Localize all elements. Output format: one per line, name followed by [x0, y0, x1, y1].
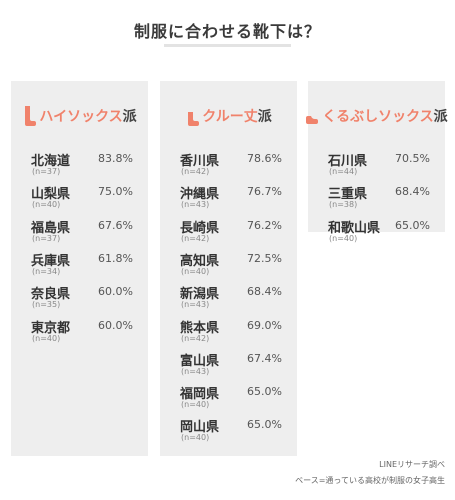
table-row: 石川県 (n=44) 70.5%: [328, 150, 430, 180]
sample-size: (n=40): [181, 433, 210, 443]
percentage-value: 65.0%: [395, 218, 430, 232]
ankle-sock-icon: [305, 106, 319, 126]
prefecture-name: 新潟県: [180, 287, 220, 303]
percentage-value: 76.7%: [247, 185, 282, 199]
prefecture-name: 富山県: [180, 353, 220, 369]
table-row: 熊本県 (n=42) 69.0%: [180, 317, 282, 347]
table-row: 岡山県 (n=40) 65.0%: [180, 416, 282, 446]
group-label: ハイソックス: [39, 109, 123, 125]
percentage-value: 65.0%: [247, 385, 282, 399]
group-panel-high-socks: ハイソックス 派 北海道 (n=37) 83.8% 山梨県 (n=40) 75.0% 福島県…: [11, 81, 148, 456]
group-label: クルー丈: [202, 109, 258, 125]
sample-size: (n=40): [32, 200, 61, 210]
group-header-ankle-socks: くるぶしソックス 派: [305, 105, 448, 127]
prefecture-name: 山梨県: [31, 187, 71, 203]
high-sock-icon: [22, 106, 37, 126]
prefecture-name: 沖縄県: [180, 187, 220, 203]
group-panel-crew-socks: クルー丈 派 香川県 (n=42) 78.6% 沖縄県 (n=43) 76.7% 長崎県 (n…: [160, 81, 297, 456]
group-label-suffix: 派: [122, 109, 137, 125]
table-row: 高知県 (n=40) 72.5%: [180, 250, 282, 280]
percentage-value: 83.8%: [98, 152, 133, 165]
table-row: 香川県 (n=42) 78.6%: [180, 150, 282, 180]
percentage-value: 68.4%: [395, 185, 430, 199]
percentage-value: 75.0%: [98, 185, 133, 199]
sample-size: (n=40): [32, 333, 61, 343]
percentage-value: 69.0%: [247, 318, 282, 332]
sample-size: (n=43): [181, 366, 210, 376]
sample-size: (n=42): [181, 333, 210, 343]
sample-size: (n=37): [32, 167, 61, 176]
prefecture-name: 岡山県: [180, 420, 220, 436]
prefecture-name: 北海道: [31, 154, 71, 169]
prefecture-name: 長崎県: [180, 220, 220, 236]
sample-size: (n=37): [32, 233, 61, 243]
sample-size: (n=40): [329, 233, 358, 243]
table-row: 新潟県 (n=43) 68.4%: [180, 283, 282, 313]
table-row: 富山県 (n=43) 67.4%: [180, 350, 282, 380]
sample-size: (n=40): [181, 266, 210, 276]
sample-size: (n=34): [32, 266, 61, 276]
table-row: 東京都 (n=40) 60.0%: [31, 317, 133, 347]
percentage-value: 76.2%: [247, 218, 282, 232]
percentage-value: 78.6%: [247, 152, 282, 165]
percentage-value: 70.5%: [395, 152, 430, 165]
sample-size: (n=40): [181, 400, 210, 410]
sample-size: (n=35): [32, 300, 61, 310]
sample-size: (n=42): [181, 167, 210, 176]
prefecture-name: 福岡県: [180, 387, 220, 403]
table-row: 奈良県 (n=35) 60.0%: [31, 283, 133, 313]
crew-sock-icon: [185, 106, 200, 126]
percentage-value: 67.6%: [98, 218, 133, 232]
percentage-value: 68.4%: [247, 285, 282, 299]
table-row: 山梨県 (n=40) 75.0%: [31, 183, 133, 213]
percentage-value: 72.5%: [247, 251, 282, 265]
table-row: 三重県 (n=38) 68.4%: [328, 183, 430, 213]
table-row: 和歌山県 (n=40) 65.0%: [328, 217, 430, 247]
prefecture-name: 三重県: [328, 187, 368, 203]
prefecture-name: 兵庫県: [31, 253, 71, 269]
title-underline: [164, 44, 291, 47]
percentage-value: 61.8%: [98, 251, 133, 265]
chart-title: 制服に合わせる靴下は？: [133, 22, 321, 41]
sample-size: (n=42): [181, 233, 210, 243]
group-label-suffix: 派: [257, 109, 272, 125]
table-row: 福島県 (n=37) 67.6%: [31, 217, 133, 247]
sample-size: (n=43): [181, 300, 210, 310]
group-panel-ankle-socks: くるぶしソックス 派 石川県 (n=44) 70.5% 三重県 (n=38) 68.4% 和…: [305, 81, 448, 243]
percentage-value: 67.4%: [247, 351, 282, 365]
sample-size: (n=44): [329, 167, 358, 176]
prefecture-name: 石川県: [328, 154, 368, 169]
group-label: くるぶしソックス: [322, 109, 434, 125]
prefecture-name: 東京都: [31, 320, 71, 336]
table-row: 長崎県 (n=42) 76.2%: [180, 217, 282, 247]
sample-size: (n=43): [181, 200, 210, 210]
prefecture-name: 熊本県: [180, 320, 220, 336]
sample-size: (n=38): [329, 200, 358, 210]
source-base-note: ベース=通っている高校が制服の女子高生: [295, 476, 445, 485]
source-credit: LINEリサーチ調べ: [379, 460, 445, 469]
table-row: 北海道 (n=37) 83.8%: [31, 150, 133, 180]
prefecture-name: 香川県: [180, 154, 220, 169]
percentage-value: 60.0%: [98, 285, 133, 299]
group-header-high-socks: ハイソックス 派: [11, 105, 148, 127]
table-row: 兵庫県 (n=34) 61.8%: [31, 250, 133, 280]
prefecture-name: 福島県: [31, 220, 71, 236]
prefecture-name: 高知県: [180, 253, 220, 269]
percentage-value: 60.0%: [98, 318, 133, 332]
prefecture-name: 和歌山県: [328, 220, 381, 236]
group-label-suffix: 派: [433, 109, 448, 125]
group-header-crew-socks: クルー丈 派: [160, 105, 297, 127]
table-row: 沖縄県 (n=43) 76.7%: [180, 183, 282, 213]
table-row: 福岡県 (n=40) 65.0%: [180, 383, 282, 413]
percentage-value: 65.0%: [247, 418, 282, 432]
prefecture-name: 奈良県: [31, 287, 71, 303]
